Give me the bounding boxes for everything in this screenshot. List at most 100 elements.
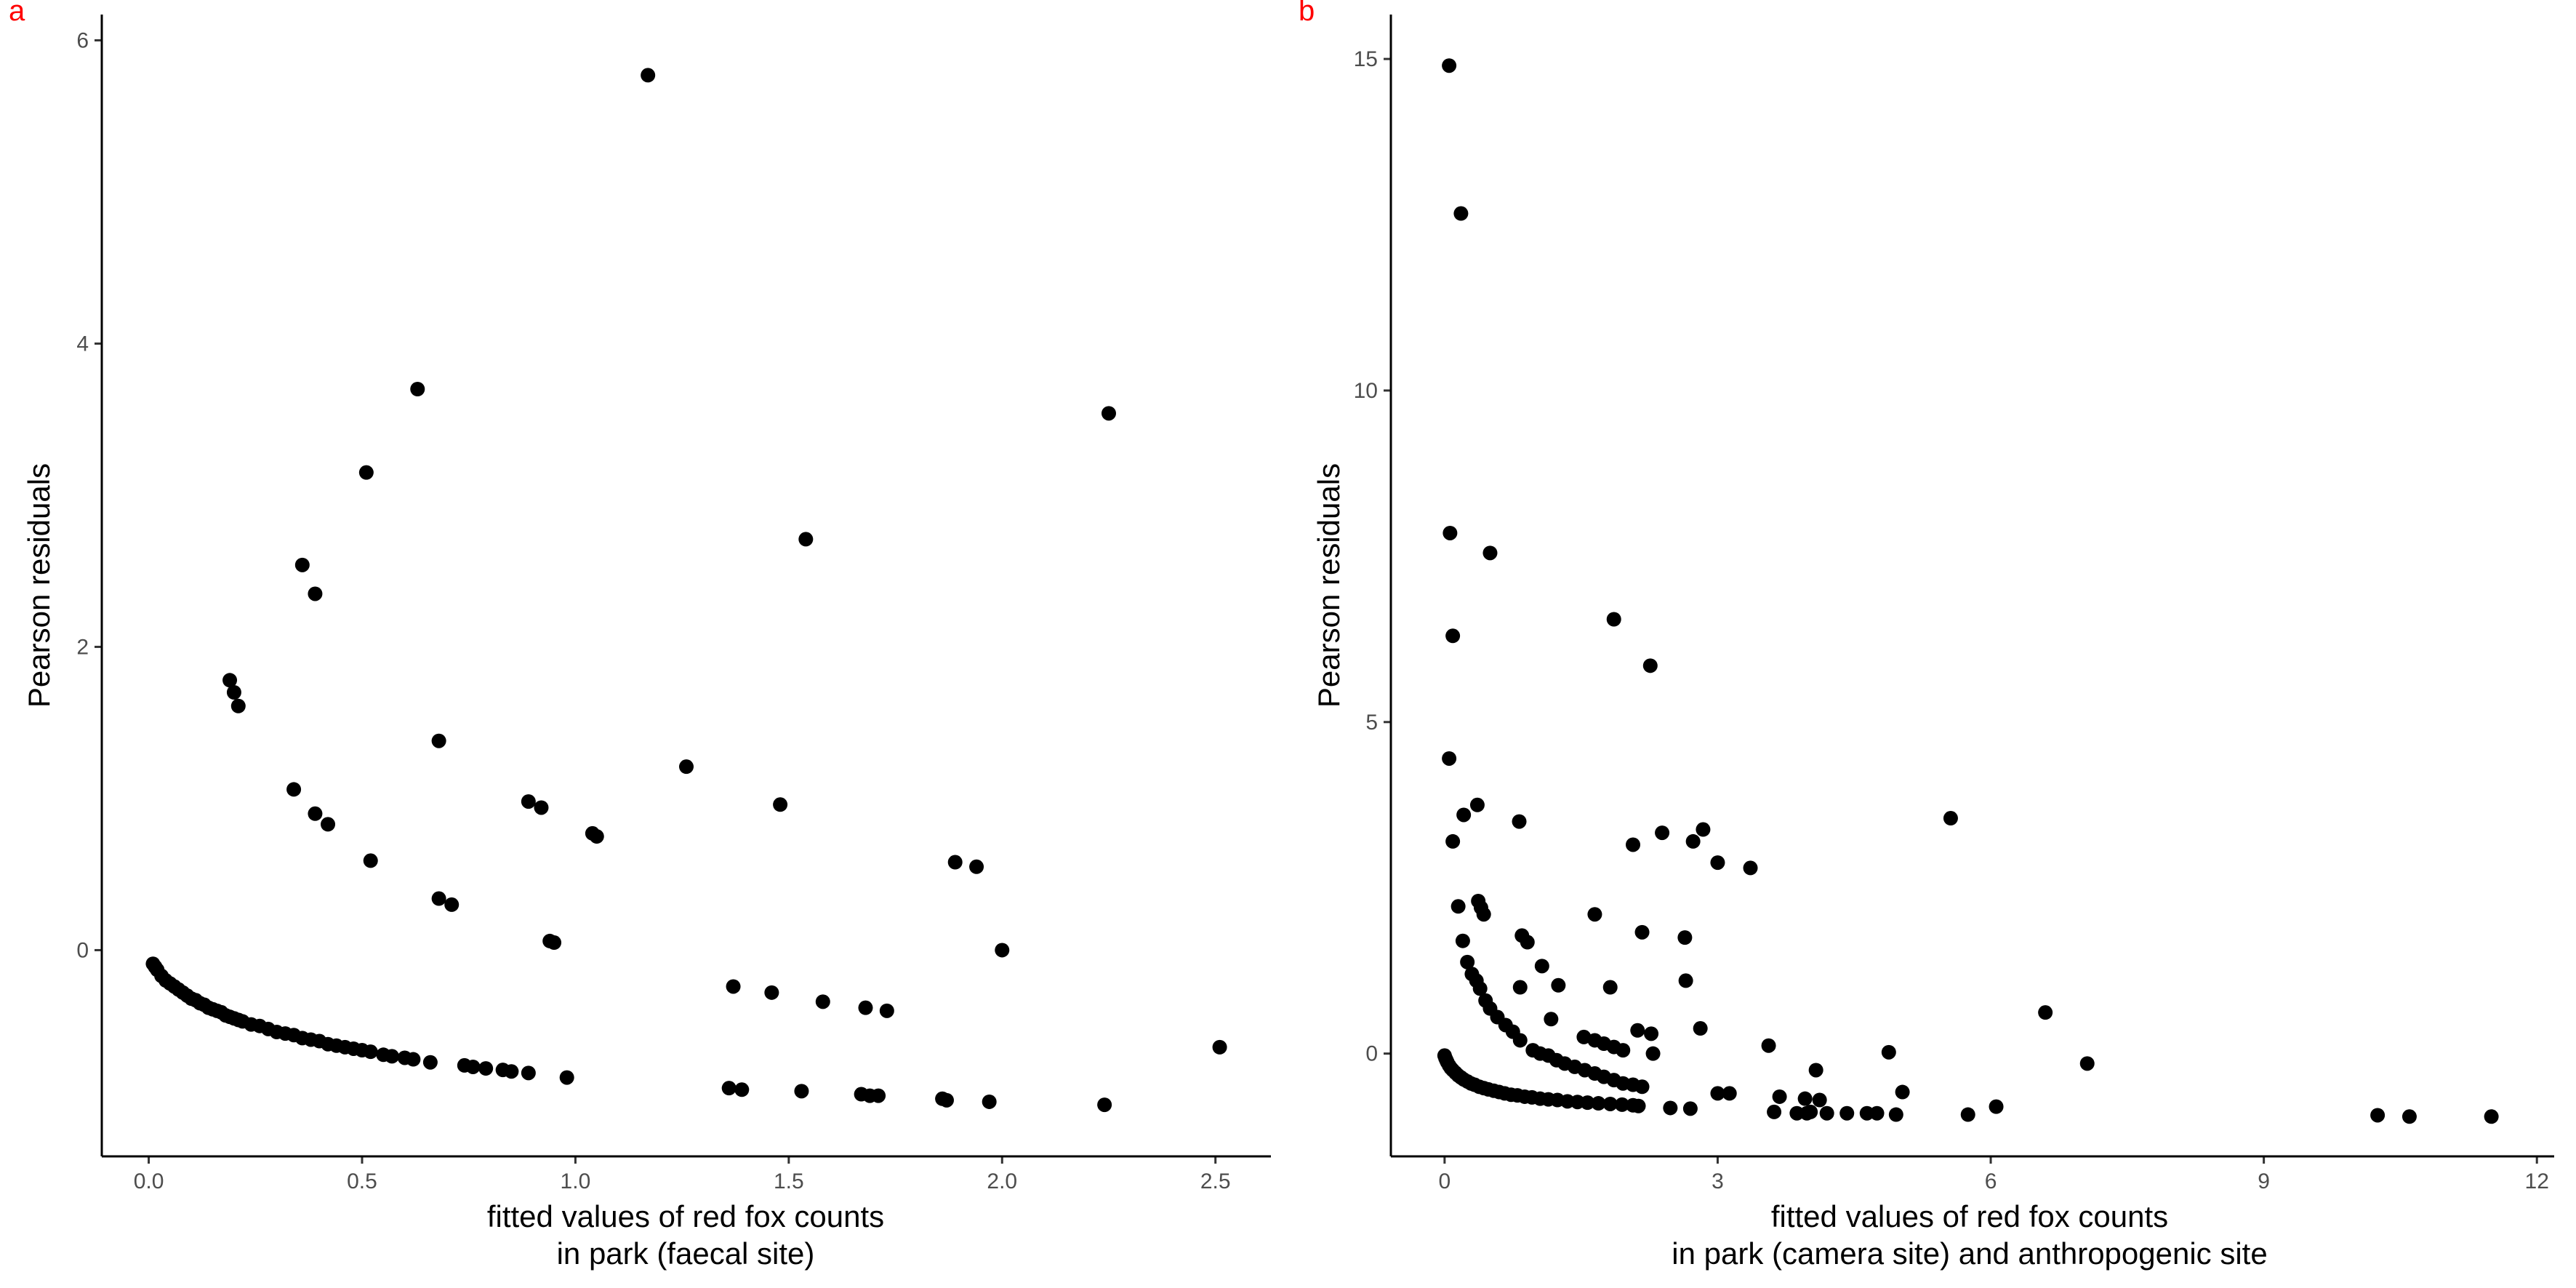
panel-b-data-point: [1630, 1023, 1645, 1038]
panel-b-data-point: [1460, 954, 1475, 969]
panel-b-data-point: [1722, 1086, 1737, 1101]
panel-b-data-point: [1655, 825, 1670, 841]
panel-b-data-point: [1587, 907, 1602, 922]
panel-a-data-point: [547, 935, 562, 951]
panel-a-data-point: [534, 800, 549, 815]
panel-b-data-point: [1772, 1089, 1787, 1104]
panel-b-data-point: [1812, 1092, 1827, 1108]
panel-b-data-point: [1663, 1100, 1678, 1116]
panel-b-data-point: [1677, 930, 1693, 945]
panel-a-data-point: [406, 1052, 421, 1067]
panel-a-data-point: [294, 557, 310, 572]
panel-b-data-point: [1576, 1029, 1592, 1044]
panel-a-data-point: [794, 1084, 809, 1099]
panel-b-data-point: [1472, 981, 1488, 996]
panel-a-x-tick-label: 2.5: [1200, 1169, 1231, 1193]
panel-b-points: [1437, 58, 2499, 1124]
panel-b-data-point: [1520, 935, 1535, 950]
panel-b-data-point: [1696, 822, 1711, 837]
panel-b-data-point: [1943, 811, 1958, 826]
panel-b-x-tick-label: 6: [1985, 1169, 1997, 1193]
panel-a-x-axis-title-line2: in park (faecal site): [557, 1236, 815, 1271]
panel-a-data-point: [939, 1092, 954, 1108]
panel-a-data-point: [815, 994, 830, 1009]
panel-a-data-point: [1212, 1039, 1227, 1055]
panel-a-data-point: [734, 1082, 750, 1097]
panel-b: b 0 3 6 9 12 0 5 10 15 Pearson residuals fitted …: [1299, 0, 2554, 1271]
panel-b-data-point: [1803, 1104, 1818, 1119]
panel-a-tag: a: [9, 0, 25, 27]
panel-b-data-point: [1789, 1105, 1805, 1121]
panel-b-data-point: [1631, 1098, 1646, 1113]
panel-b-data-point: [1512, 1033, 1528, 1048]
panel-b-data-point: [2484, 1109, 2499, 1124]
panel-b-data-point: [1445, 628, 1461, 644]
panel-b-data-point: [1551, 977, 1566, 993]
panel-b-data-point: [1443, 525, 1458, 540]
panel-b-axes: [1389, 15, 2554, 1158]
panel-b-data-point: [1606, 612, 1621, 627]
panel-b-data-point: [1512, 980, 1528, 995]
panel-b-y-axis-title: Pearson residuals: [1312, 463, 1346, 708]
panel-b-data-point: [1602, 980, 1618, 995]
panel-a-x-tick-label: 1.5: [774, 1169, 804, 1193]
panel-a-data-point: [504, 1064, 519, 1079]
panel-a-axes: [100, 15, 1271, 1158]
panel-a-data-point: [363, 853, 378, 868]
panel-a-data-point: [879, 1003, 894, 1018]
panel-a-data-point: [982, 1094, 997, 1109]
panel-a-data-point: [422, 1055, 438, 1070]
panel-b-data-point: [1442, 751, 1457, 766]
panel-a-data-point: [798, 532, 814, 547]
panel-b-data-point: [1512, 814, 1527, 829]
panel-b-x-tick-label: 0: [1439, 1169, 1451, 1193]
panel-a-data-point: [465, 1059, 481, 1074]
panel-b-data-point: [1445, 833, 1461, 849]
panel-b-x-tick-label: 9: [2258, 1169, 2270, 1193]
panel-a-data-point: [230, 698, 246, 713]
panel-b-data-point: [1591, 1096, 1606, 1111]
panel-b-data-point: [1767, 1104, 1782, 1119]
panel-a-data-point: [431, 733, 446, 748]
panel-b-data-point: [1693, 1021, 1708, 1036]
panel-a-data-point: [871, 1088, 886, 1103]
panel-b-data-point: [1960, 1107, 1975, 1122]
panel-b-data-point: [1869, 1105, 1885, 1121]
panel-a-x-tick-label: 1.0: [561, 1169, 591, 1193]
panel-b-data-point: [1685, 833, 1701, 849]
panel-b-data-point: [1634, 924, 1650, 940]
panel-b-data-point: [1989, 1099, 2004, 1114]
panel-b-tag: b: [1299, 0, 1315, 27]
panel-b-y-tick-label: 15: [1354, 47, 1378, 71]
panel-b-data-point: [1644, 1026, 1659, 1041]
panel-a-x-tick-label: 2.0: [987, 1169, 1017, 1193]
panel-a-data-point: [947, 855, 963, 870]
panel-b-data-point: [1602, 1096, 1618, 1111]
panel-a-y-tick-label: 0: [76, 938, 89, 962]
panel-b-x-tick-label: 12: [2525, 1169, 2549, 1193]
panel-a-data-point: [226, 684, 241, 700]
panel-b-data-point: [1626, 837, 1641, 852]
panel-b-y-tick-label: 0: [1365, 1042, 1378, 1066]
panel-a-data-point: [995, 943, 1010, 958]
panel-b-data-point: [1482, 545, 1498, 561]
panel-b-data-point: [1808, 1063, 1823, 1078]
panel-a-data-point: [308, 586, 323, 601]
panel-b-data-point: [1819, 1105, 1834, 1121]
panel-b-data-point: [1450, 899, 1466, 914]
panel-a-data-point: [969, 859, 984, 874]
panel-a-data-point: [726, 979, 741, 994]
panel-b-data-point: [1453, 206, 1469, 221]
panel-b-data-point: [1616, 1043, 1631, 1058]
panel-a-data-point: [589, 829, 604, 844]
panel-b-data-point: [1534, 959, 1549, 974]
panel-b-data-point: [1469, 797, 1485, 812]
panel-b-data-point: [1678, 973, 1693, 988]
panel-a-points: [145, 68, 1227, 1113]
panel-a-data-point: [478, 1061, 494, 1076]
panel-b-data-point: [1839, 1105, 1855, 1121]
panel-b-data-point: [1797, 1091, 1813, 1106]
panel-b-data-point: [2038, 1005, 2053, 1020]
